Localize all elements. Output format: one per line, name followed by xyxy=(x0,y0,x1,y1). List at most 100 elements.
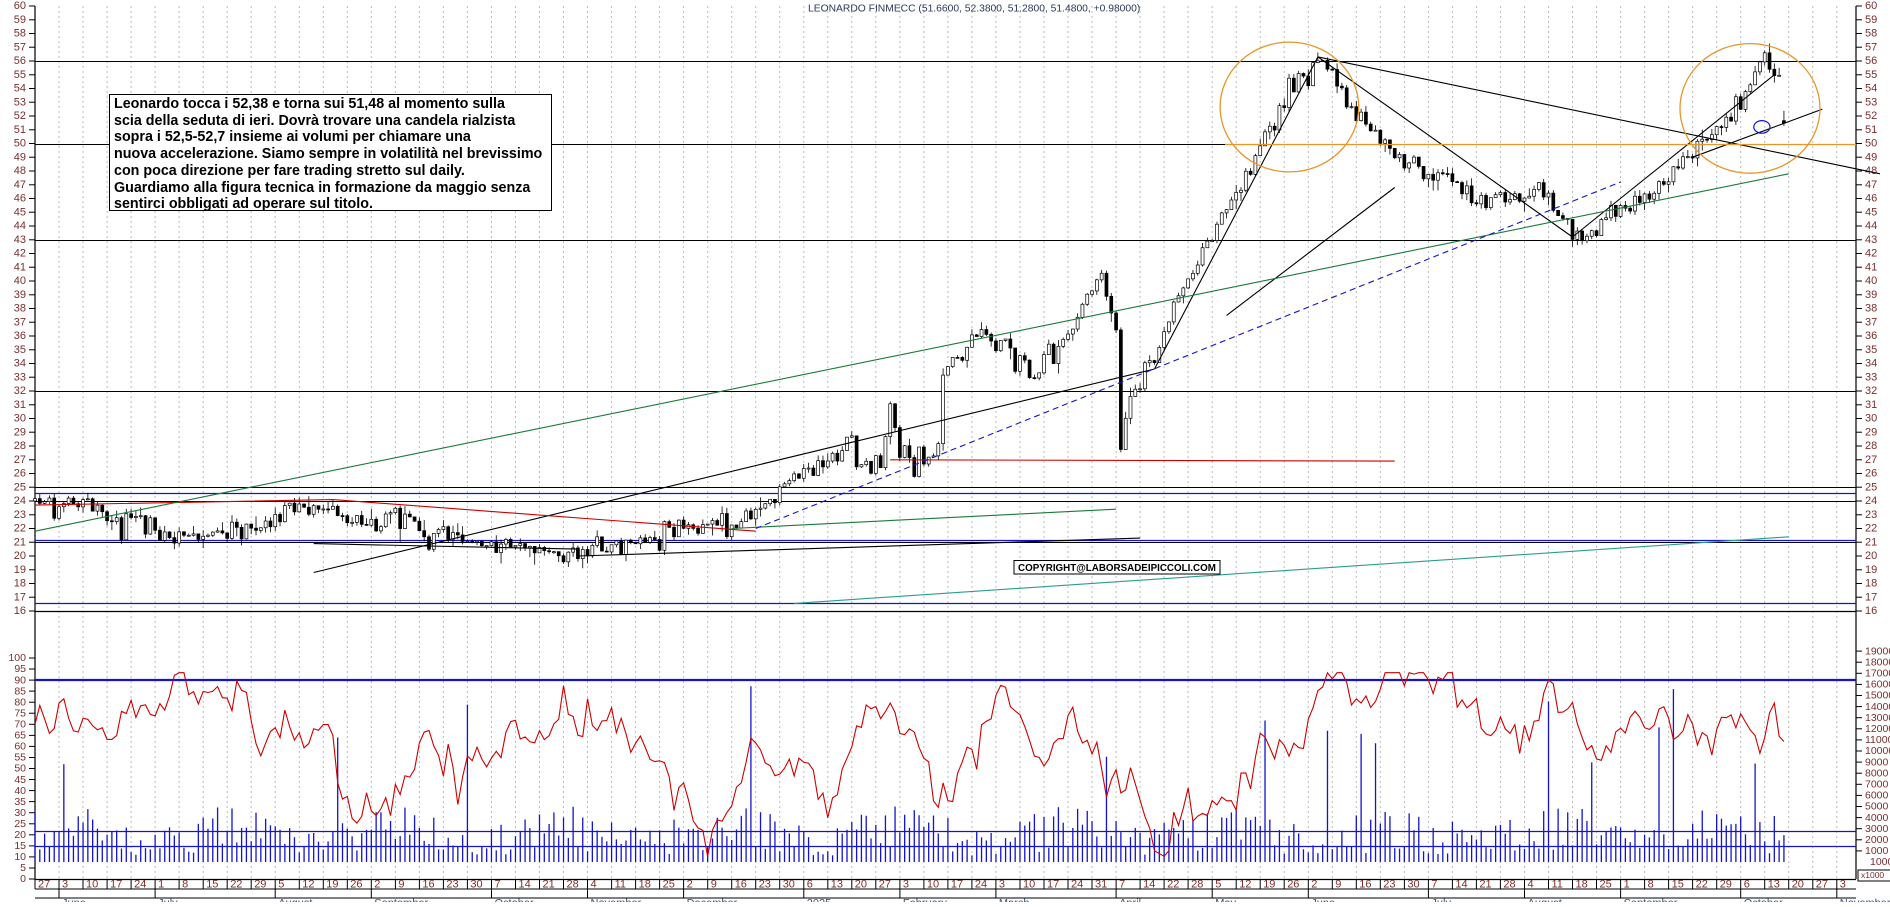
svg-text:27: 27 xyxy=(1816,879,1828,891)
svg-text:26: 26 xyxy=(350,879,362,891)
svg-text:COPYRIGHT@LABORSADEIPICCOLI.CO: COPYRIGHT@LABORSADEIPICCOLI.COM xyxy=(1018,563,1216,574)
svg-text:31: 31 xyxy=(1095,879,1107,891)
svg-text:3: 3 xyxy=(62,879,68,891)
svg-text:46: 46 xyxy=(1865,193,1877,205)
svg-text:57: 57 xyxy=(14,42,26,54)
svg-text:39: 39 xyxy=(14,289,26,301)
svg-text:19: 19 xyxy=(326,879,338,891)
svg-text:2000: 2000 xyxy=(1865,834,1889,846)
svg-text:31: 31 xyxy=(1865,399,1877,411)
svg-text:August: August xyxy=(278,898,312,903)
svg-text:22: 22 xyxy=(14,523,26,535)
svg-text:25: 25 xyxy=(14,481,26,493)
svg-text:45: 45 xyxy=(14,206,26,218)
svg-text:26: 26 xyxy=(14,468,26,480)
svg-text:1: 1 xyxy=(1624,879,1630,891)
svg-text:14: 14 xyxy=(1455,879,1467,891)
svg-text:4: 4 xyxy=(1528,879,1534,891)
svg-text:29: 29 xyxy=(1865,426,1877,438)
svg-text:July: July xyxy=(158,898,178,903)
svg-text:3: 3 xyxy=(903,879,909,891)
svg-text:13: 13 xyxy=(831,879,843,891)
svg-text:3: 3 xyxy=(999,879,1005,891)
svg-text:55: 55 xyxy=(1865,69,1877,81)
svg-text:28: 28 xyxy=(1865,440,1877,452)
svg-text:50: 50 xyxy=(1865,138,1877,150)
svg-text:November: November xyxy=(591,898,642,903)
svg-text:8: 8 xyxy=(182,879,188,891)
svg-text:23: 23 xyxy=(759,879,771,891)
svg-text:12: 12 xyxy=(1239,879,1251,891)
svg-text:4: 4 xyxy=(591,879,597,891)
svg-text:2: 2 xyxy=(687,879,693,891)
svg-text:59: 59 xyxy=(1865,14,1877,26)
svg-text:60: 60 xyxy=(14,0,26,12)
svg-text:23: 23 xyxy=(446,879,458,891)
svg-text:April: April xyxy=(1119,898,1141,903)
svg-text:23: 23 xyxy=(1383,879,1395,891)
svg-text:31: 31 xyxy=(14,399,26,411)
svg-text:2: 2 xyxy=(1311,879,1317,891)
svg-text:29: 29 xyxy=(1720,879,1732,891)
svg-text:59: 59 xyxy=(14,14,26,26)
svg-text:35: 35 xyxy=(1865,344,1877,356)
svg-text:June: June xyxy=(62,898,86,903)
svg-text:55: 55 xyxy=(14,69,26,81)
svg-text:45: 45 xyxy=(1865,206,1877,218)
svg-text:October: October xyxy=(1744,898,1783,903)
svg-text:29: 29 xyxy=(254,879,266,891)
svg-text:56: 56 xyxy=(14,55,26,67)
svg-text:26: 26 xyxy=(1287,879,1299,891)
svg-text:10: 10 xyxy=(1023,879,1035,891)
svg-text:9000: 9000 xyxy=(1865,756,1889,768)
svg-text:54: 54 xyxy=(14,83,26,95)
svg-text:25: 25 xyxy=(1865,481,1877,493)
svg-text:29: 29 xyxy=(14,426,26,438)
svg-text:3000: 3000 xyxy=(1865,823,1889,835)
svg-text:14000: 14000 xyxy=(1865,701,1890,713)
svg-text:27: 27 xyxy=(879,879,891,891)
svg-text:24: 24 xyxy=(14,495,26,507)
svg-text:11: 11 xyxy=(1552,879,1563,891)
svg-text:12: 12 xyxy=(302,879,314,891)
svg-text:56: 56 xyxy=(1865,55,1877,67)
svg-text:6: 6 xyxy=(807,879,813,891)
svg-text:13000: 13000 xyxy=(1865,712,1890,724)
svg-text:30: 30 xyxy=(1407,879,1419,891)
svg-text:42: 42 xyxy=(14,248,26,260)
svg-text:16: 16 xyxy=(14,605,26,617)
svg-text:September: September xyxy=(1624,898,1678,903)
svg-text:25: 25 xyxy=(1600,879,1612,891)
svg-text:17: 17 xyxy=(110,879,122,891)
svg-text:21: 21 xyxy=(1865,537,1877,549)
svg-text:23: 23 xyxy=(14,509,26,521)
svg-text:17000: 17000 xyxy=(1865,668,1890,680)
svg-text:6000: 6000 xyxy=(1865,790,1889,802)
svg-text:24: 24 xyxy=(1865,495,1877,507)
svg-text:33: 33 xyxy=(1865,371,1877,383)
svg-text:28: 28 xyxy=(1191,879,1203,891)
svg-text:23: 23 xyxy=(1865,509,1877,521)
svg-text:44: 44 xyxy=(1865,220,1877,232)
svg-text:21: 21 xyxy=(1479,879,1491,891)
svg-text:5000: 5000 xyxy=(1865,801,1889,813)
svg-text:54: 54 xyxy=(1865,83,1877,95)
svg-text:51: 51 xyxy=(14,124,26,136)
svg-text:47: 47 xyxy=(1865,179,1877,191)
svg-text:30: 30 xyxy=(14,413,26,425)
svg-text:16: 16 xyxy=(422,879,434,891)
svg-text:16: 16 xyxy=(735,879,747,891)
svg-text:18: 18 xyxy=(1576,879,1588,891)
svg-text:19: 19 xyxy=(1263,879,1275,891)
svg-text:22: 22 xyxy=(230,879,242,891)
svg-text:42: 42 xyxy=(1865,248,1877,260)
svg-text:20: 20 xyxy=(855,879,867,891)
svg-text:51: 51 xyxy=(1865,124,1877,136)
svg-text:46: 46 xyxy=(14,193,26,205)
svg-text:13: 13 xyxy=(1768,879,1780,891)
svg-text:27: 27 xyxy=(1865,454,1877,466)
svg-text:3: 3 xyxy=(1840,879,1846,891)
svg-text:15: 15 xyxy=(206,879,218,891)
svg-text:19: 19 xyxy=(14,564,26,576)
svg-text:15: 15 xyxy=(1672,879,1684,891)
